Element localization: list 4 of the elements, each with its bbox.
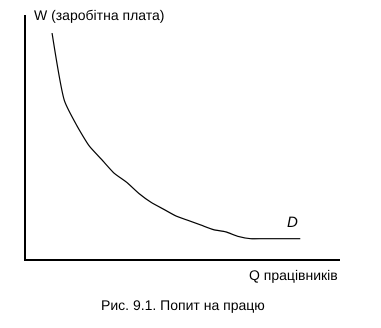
x-axis-title: Q працівників: [249, 267, 338, 283]
series-label: D: [287, 214, 298, 231]
text: Рис. 9.1. Попит на працю: [101, 297, 265, 313]
y-axis-title: W (заробітна плата): [34, 7, 164, 23]
